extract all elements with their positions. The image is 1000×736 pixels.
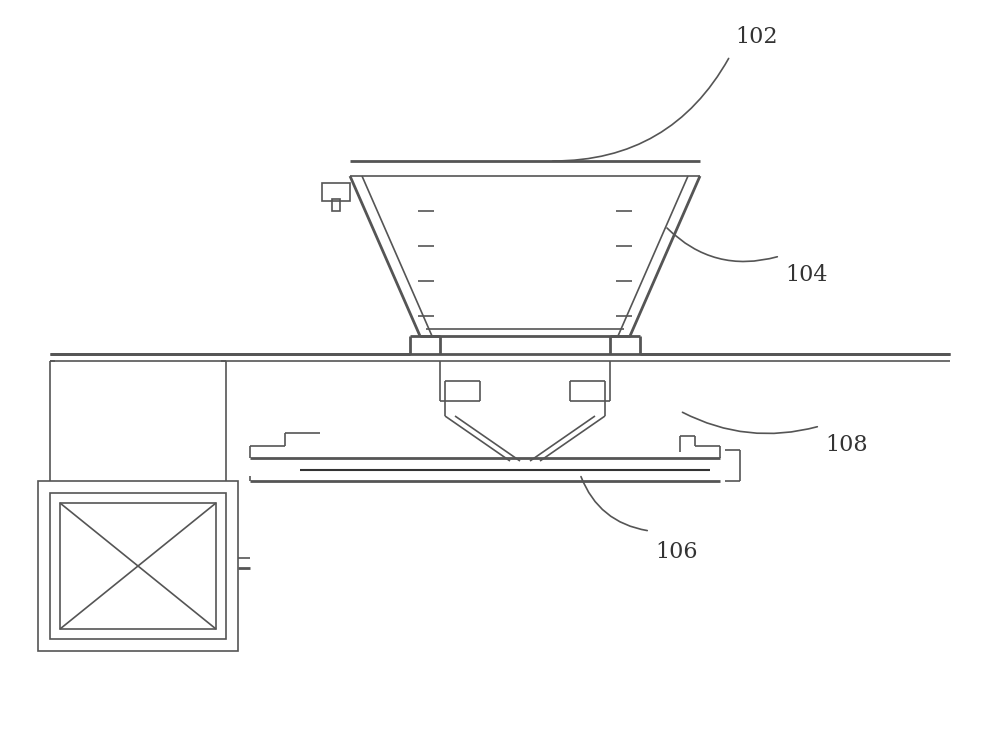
- Text: 106: 106: [655, 541, 698, 563]
- Text: 104: 104: [785, 264, 828, 286]
- Bar: [50, 493, 226, 639]
- Bar: [322, 183, 350, 201]
- Text: 108: 108: [825, 434, 868, 456]
- Bar: [332, 199, 340, 211]
- Bar: [60, 503, 216, 629]
- Text: 102: 102: [735, 26, 778, 48]
- Bar: [38, 481, 238, 651]
